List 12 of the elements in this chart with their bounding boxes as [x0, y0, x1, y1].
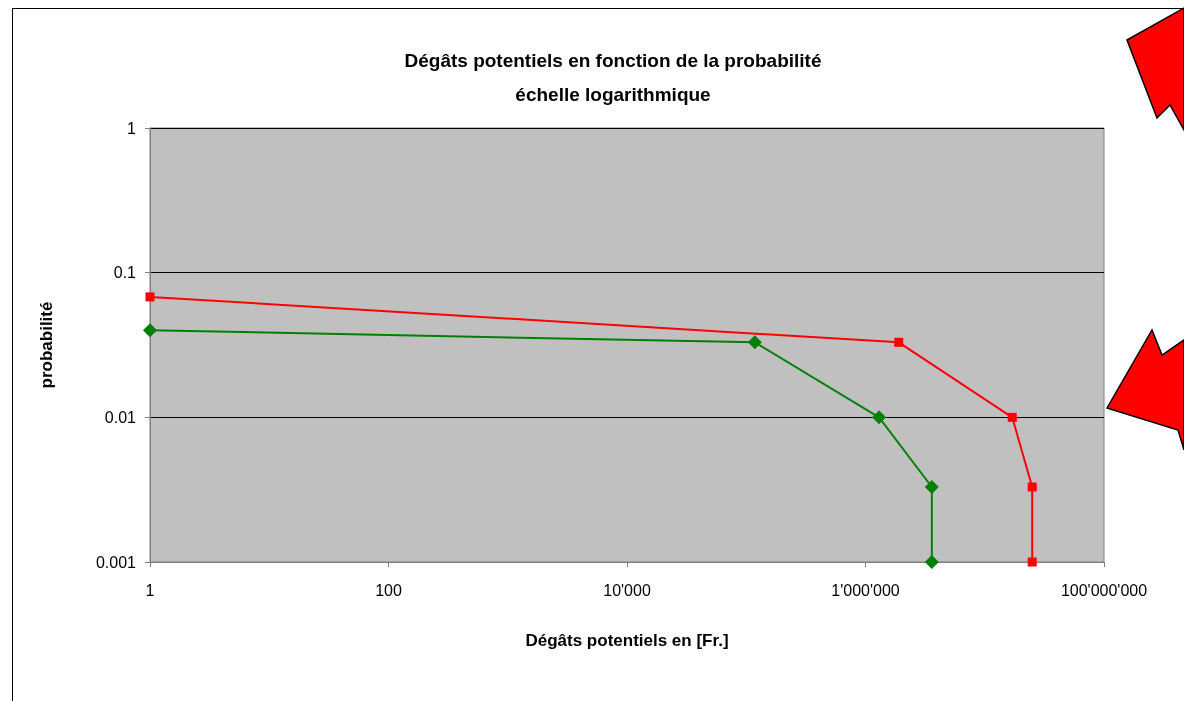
chart-title: Dégâts potentiels en fonction de la probabilité échelle logarithmique — [404, 49, 822, 105]
x-tick-label: 10'000 — [603, 581, 651, 599]
x-tick-label: 100'000'000 — [1060, 581, 1148, 599]
x-axis-title: Dégâts potentiels en [Fr.] — [525, 631, 729, 650]
y-tick-label: 0.01 — [104, 408, 137, 426]
y-tick-label: 0.1 — [113, 264, 137, 282]
x-tick-label: 100 — [375, 581, 402, 599]
y-tick-label: 0.001 — [95, 553, 137, 571]
x-tick-label: 1'000'000 — [831, 581, 900, 599]
y-tick-label: 1 — [127, 119, 137, 137]
x-tick-label: 1 — [145, 581, 155, 599]
y-axis-title: probabilité — [37, 301, 56, 389]
